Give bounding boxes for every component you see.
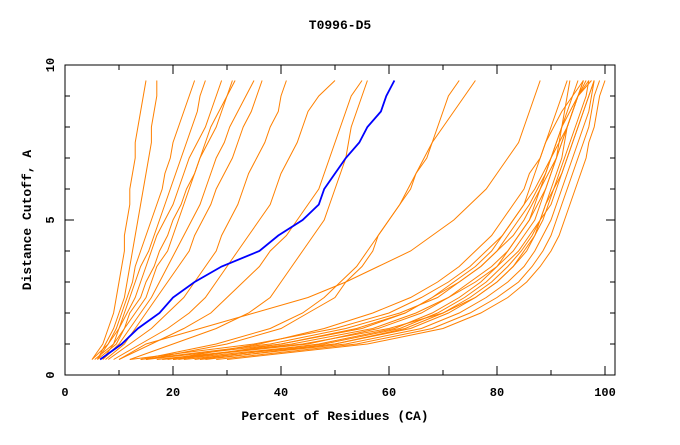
- series-line-8: [102, 80, 255, 360]
- highlight-series-line: [99, 80, 396, 361]
- chart-title: T0996-D5: [309, 18, 372, 33]
- plot-frame: [64, 64, 616, 376]
- series-line-31: [178, 80, 592, 360]
- y-tick-label: 5: [44, 216, 58, 223]
- x-tick-label: 60: [382, 386, 396, 400]
- series-line-3: [91, 80, 196, 360]
- series-line-24: [156, 80, 595, 360]
- x-tick-label: 80: [490, 386, 504, 400]
- series-line-22: [216, 80, 601, 360]
- series-line-21: [199, 80, 595, 360]
- x-tick-label: 100: [594, 386, 616, 400]
- x-axis-label: Percent of Residues (CA): [241, 409, 428, 424]
- y-axis-label: Distance Cutoff, A: [20, 150, 35, 291]
- series-line-1: [91, 80, 147, 360]
- x-tick-label: 40: [274, 386, 288, 400]
- series-line-19: [172, 80, 584, 360]
- series-line-29: [205, 80, 595, 360]
- series-line-9: [105, 80, 263, 360]
- axes: 0 20 40 60 80 100 0 5 10: [44, 58, 616, 400]
- y-tick-label: 0: [44, 371, 58, 378]
- x-tick-label: 20: [166, 386, 180, 400]
- series-line-15: [140, 80, 476, 360]
- series-line-12: [118, 80, 363, 360]
- x-tick-label: 0: [61, 386, 68, 400]
- series-line-30: [167, 80, 584, 360]
- series-line-28: [140, 80, 584, 360]
- series-line-6: [102, 80, 233, 360]
- series-line-16: [118, 80, 541, 360]
- series-line-23: [226, 80, 606, 360]
- series-line-11: [113, 80, 336, 360]
- series-line-4: [96, 80, 206, 360]
- series-line-10: [107, 80, 287, 360]
- series-line-7: [97, 80, 236, 360]
- series-line-13: [129, 80, 368, 360]
- series-line-5: [94, 80, 223, 360]
- series-group: [91, 80, 606, 361]
- series-line-2: [96, 80, 158, 360]
- series-line-18: [162, 80, 579, 360]
- y-tick-label: 10: [44, 58, 58, 72]
- series-line-20: [183, 80, 590, 360]
